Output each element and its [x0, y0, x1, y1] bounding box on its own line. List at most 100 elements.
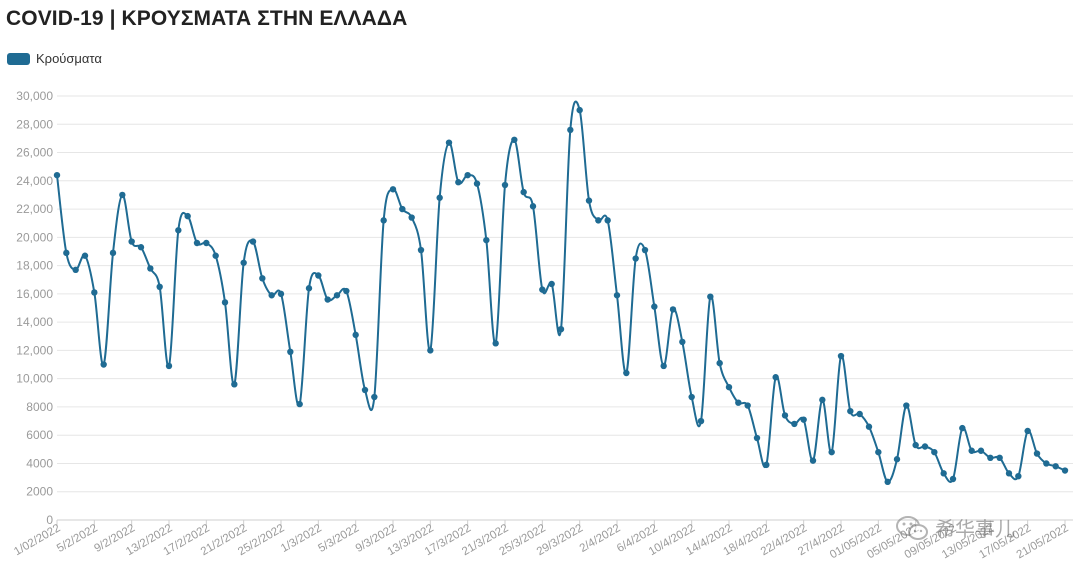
- data-point[interactable]: [165, 362, 173, 370]
- data-point[interactable]: [623, 369, 630, 377]
- data-point[interactable]: [277, 290, 285, 298]
- data-point[interactable]: [212, 252, 219, 259]
- data-point[interactable]: [380, 217, 387, 224]
- data-point[interactable]: [63, 249, 70, 257]
- data-point[interactable]: [1005, 470, 1013, 477]
- data-point[interactable]: [259, 275, 266, 282]
- data-point[interactable]: [529, 203, 537, 210]
- data-point[interactable]: [305, 285, 313, 292]
- data-point[interactable]: [371, 393, 378, 401]
- data-point[interactable]: [156, 283, 163, 290]
- data-point[interactable]: [389, 186, 397, 193]
- data-point[interactable]: [296, 400, 303, 408]
- data-point[interactable]: [240, 259, 247, 266]
- data-point[interactable]: [184, 212, 191, 220]
- data-point[interactable]: [231, 381, 238, 388]
- data-point[interactable]: [483, 236, 490, 244]
- data-point[interactable]: [772, 374, 779, 381]
- data-point[interactable]: [847, 407, 854, 415]
- data-point[interactable]: [959, 424, 966, 432]
- data-point[interactable]: [977, 447, 985, 454]
- data-point[interactable]: [828, 448, 835, 456]
- data-point[interactable]: [781, 412, 789, 419]
- data-point[interactable]: [100, 361, 107, 368]
- data-point[interactable]: [1033, 450, 1041, 457]
- data-point[interactable]: [436, 194, 443, 201]
- data-point[interactable]: [109, 249, 117, 257]
- data-point[interactable]: [903, 402, 910, 409]
- data-point[interactable]: [949, 475, 957, 483]
- data-point[interactable]: [427, 347, 434, 354]
- data-point[interactable]: [520, 188, 527, 196]
- data-point[interactable]: [203, 239, 210, 247]
- data-point[interactable]: [91, 289, 98, 296]
- data-point[interactable]: [492, 340, 499, 347]
- data-point[interactable]: [641, 246, 649, 254]
- data-point[interactable]: [613, 292, 621, 299]
- data-point[interactable]: [445, 139, 453, 146]
- data-point[interactable]: [688, 393, 695, 401]
- data-point[interactable]: [399, 205, 406, 213]
- data-point[interactable]: [352, 331, 359, 339]
- data-point[interactable]: [791, 420, 798, 428]
- data-point[interactable]: [753, 434, 761, 442]
- data-point[interactable]: [175, 227, 182, 234]
- data-point[interactable]: [324, 296, 331, 303]
- data-point[interactable]: [987, 454, 994, 462]
- data-point[interactable]: [511, 136, 518, 144]
- data-point[interactable]: [221, 299, 229, 306]
- data-point[interactable]: [819, 396, 826, 404]
- data-point[interactable]: [128, 238, 135, 245]
- data-point[interactable]: [651, 303, 658, 310]
- data-point[interactable]: [464, 171, 471, 179]
- data-point[interactable]: [137, 244, 145, 251]
- data-point[interactable]: [725, 383, 733, 391]
- data-point[interactable]: [193, 239, 201, 247]
- data-point[interactable]: [119, 191, 126, 199]
- data-point[interactable]: [865, 423, 873, 430]
- data-point[interactable]: [735, 399, 742, 406]
- data-point[interactable]: [268, 292, 275, 299]
- data-point[interactable]: [1015, 472, 1022, 480]
- data-point[interactable]: [697, 417, 705, 425]
- legend[interactable]: Κρούσματα: [7, 51, 102, 66]
- data-point[interactable]: [744, 402, 751, 409]
- data-point[interactable]: [473, 180, 481, 187]
- data-point[interactable]: [567, 126, 574, 134]
- data-point[interactable]: [875, 448, 882, 456]
- data-point[interactable]: [800, 416, 807, 423]
- data-point[interactable]: [1024, 427, 1031, 435]
- data-point[interactable]: [249, 238, 257, 245]
- data-point[interactable]: [912, 441, 919, 449]
- data-point[interactable]: [585, 197, 593, 204]
- data-point[interactable]: [72, 266, 79, 274]
- data-point[interactable]: [315, 272, 322, 279]
- data-point[interactable]: [921, 443, 929, 450]
- data-point[interactable]: [856, 410, 863, 418]
- data-point[interactable]: [716, 359, 723, 367]
- data-point[interactable]: [557, 326, 565, 333]
- data-point[interactable]: [884, 478, 891, 486]
- data-point[interactable]: [595, 217, 602, 224]
- data-point[interactable]: [968, 447, 975, 454]
- data-point[interactable]: [679, 338, 686, 346]
- data-point[interactable]: [501, 181, 509, 189]
- data-point[interactable]: [408, 214, 415, 221]
- data-point[interactable]: [1043, 460, 1050, 467]
- data-point[interactable]: [940, 470, 947, 477]
- data-point[interactable]: [837, 352, 845, 360]
- data-point[interactable]: [996, 454, 1003, 462]
- data-point[interactable]: [417, 246, 425, 254]
- data-point[interactable]: [1061, 467, 1069, 474]
- data-point[interactable]: [763, 461, 770, 469]
- data-point[interactable]: [632, 255, 639, 262]
- data-point[interactable]: [81, 252, 89, 259]
- data-point[interactable]: [707, 293, 714, 300]
- data-point[interactable]: [333, 292, 341, 299]
- data-point[interactable]: [809, 457, 817, 464]
- data-point[interactable]: [548, 280, 555, 288]
- data-point[interactable]: [455, 179, 462, 186]
- data-point[interactable]: [931, 448, 938, 456]
- data-point[interactable]: [53, 171, 61, 179]
- data-point[interactable]: [147, 265, 154, 272]
